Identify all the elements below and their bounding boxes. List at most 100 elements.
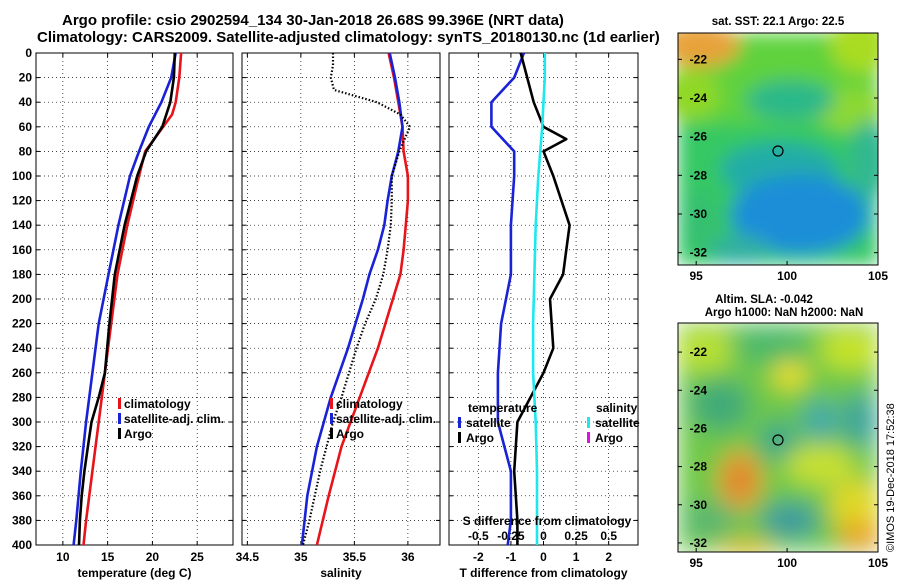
map_sst-ytick-label: -28	[690, 168, 708, 182]
map_sst-ytick-label: -24	[690, 91, 708, 105]
difference-panel: -2 -1 0 1 2 T difference from climatology temp…	[448, 52, 640, 580]
difference-xtick-label: 1	[573, 550, 580, 564]
sst-map-title: sat. SST: 22.1 Argo: 22.5	[712, 16, 845, 28]
temperature-xtick-label: 20	[146, 550, 160, 564]
diff-secondary-xtick-label: 0.5	[600, 529, 617, 543]
salinity-legend-swatch	[330, 428, 333, 439]
salinity-series-satellite-adj-clim-	[300, 52, 404, 546]
temperature-series-climatology	[82, 52, 183, 546]
salinity-xtick-label: 36	[401, 550, 415, 564]
difference-series-t-satellite	[490, 52, 526, 546]
temperature-legend-swatch	[118, 413, 121, 424]
salinity-panel: 34.5 35 35.5 36 salinity climatologysatellite…	[236, 52, 441, 580]
diff-secondary-xlabel: S difference from climatology	[463, 514, 632, 528]
sla-map-subtitle: Argo h1000: NaN h2000: NaN	[705, 307, 864, 319]
temperature-ytick-label: 120	[12, 194, 32, 208]
figure-subtitle: Climatology: CARS2009. Satellite-adjuste…	[37, 29, 660, 46]
salinity-legend-label: climatology	[336, 397, 403, 411]
diff-secondary-xtick-label: -0.25	[497, 529, 525, 543]
temperature-legend-swatch	[118, 398, 121, 409]
sst-argo-marker	[772, 145, 784, 157]
temperature-ytick-label: 140	[12, 218, 32, 232]
temperature-panel: 0 20 40 60 80 100 120 140 160 180 200 220 240 260 280 3…	[12, 46, 234, 580]
temperature-grid	[36, 53, 233, 545]
map_sst-xtick-label: 105	[868, 269, 888, 283]
temperature-legend-label: Argo	[124, 427, 152, 441]
temperature-ytick-label: 400	[12, 538, 32, 552]
map_sst-ytick-label: -32	[690, 246, 708, 260]
difference-xtick-label: -1	[506, 550, 517, 564]
temperature-ytick-label: 340	[12, 464, 32, 478]
temperature-legend-label: satellite-adj. clim.	[124, 412, 224, 426]
diff-legend-swatch	[587, 432, 590, 443]
map_sla-ytick-label: -22	[690, 345, 708, 359]
salinity-legend-label: Argo	[336, 427, 364, 441]
difference-xlabel: T difference from climatology	[459, 566, 627, 580]
figure-title: Argo profile: csio 2902594_134 30-Jan-20…	[62, 12, 564, 29]
salinity-xtick-label: 35.5	[343, 550, 367, 564]
map_sst-ytick-label: -22	[690, 52, 708, 66]
map_sst-ytick-label: -30	[690, 207, 708, 221]
sla-argo-marker	[772, 434, 784, 446]
temperature-ytick-label: 100	[12, 169, 32, 183]
sla-map: 95 100 105 -22 -24 -26 -28 -30 -32	[677, 322, 888, 570]
temperature-ytick-label: 260	[12, 366, 32, 380]
map_sst-xtick-label: 100	[777, 269, 797, 283]
temperature-ytick-label: 40	[19, 95, 33, 109]
temperature-ytick-label: 360	[12, 489, 32, 503]
temperature-series-satellite-adj-clim-	[72, 52, 177, 546]
temperature-ytick-label: 180	[12, 267, 32, 281]
diff-legend-label: Argo	[595, 431, 623, 445]
map_sla-ytick-label: -26	[690, 421, 708, 435]
map_sla-ytick-label: -30	[690, 498, 708, 512]
difference-xtick-label: -2	[473, 550, 484, 564]
map_sla-xtick-label: 105	[868, 556, 888, 570]
temperature-legend-label: climatology	[124, 397, 191, 411]
diff-secondary-xtick-label: 0.25	[564, 529, 588, 543]
temperature-ytick-label: 320	[12, 440, 32, 454]
salinity-series-argo	[301, 53, 412, 546]
temperature-ytick-label: 300	[12, 415, 32, 429]
map_sla-ytick-label: -28	[690, 460, 708, 474]
salinity-legend-swatch	[330, 413, 333, 424]
difference-xtick-label: 2	[605, 550, 612, 564]
map_sla-ytick-label: -24	[690, 383, 708, 397]
salinity-xtick-label: 34.5	[236, 550, 260, 564]
temperature-ytick-label: 380	[12, 513, 32, 527]
temperature-series-argo	[77, 52, 177, 546]
diff-legend-swatch	[458, 432, 461, 443]
difference-xtick-label: 0	[540, 550, 547, 564]
temperature-ytick-label: 0	[25, 46, 32, 60]
salinity-xtick-label: 35	[294, 550, 308, 564]
sst-map: 95 100 105 -22 -24 -26 -28 -30 -32	[677, 32, 888, 283]
diff-legend-swatch	[587, 417, 590, 428]
temperature-xtick-label: 15	[101, 550, 115, 564]
map_sst-xtick-label: 95	[690, 269, 704, 283]
temperature-axes-frame	[35, 52, 234, 546]
diff-secondary-xtick-label: 0	[540, 529, 547, 543]
diff-legend-swatch	[458, 417, 461, 428]
temperature-ytick-label: 220	[12, 317, 32, 331]
temperature-xtick-label: 10	[56, 550, 70, 564]
map_sla-xtick-label: 100	[777, 556, 797, 570]
diff-legend-title-temperature: temperature	[468, 401, 538, 415]
temperature-ytick-label: 160	[12, 243, 32, 257]
temperature-ytick-label: 240	[12, 341, 32, 355]
sla-map-title: Altim. SLA: -0.042	[715, 294, 813, 306]
map_sla-xtick-label: 95	[690, 556, 704, 570]
temperature-xlabel: temperature (deg C)	[77, 566, 191, 580]
temperature-ytick-label: 60	[19, 120, 33, 134]
salinity-grid	[242, 53, 440, 545]
diff-legend-label: Argo	[466, 431, 494, 445]
temperature-ytick-label: 280	[12, 390, 32, 404]
copyright-stamp: ©IMOS 19-Dec-2018 17:52:38	[885, 403, 897, 552]
diff-legend-label: satellite	[466, 416, 511, 430]
diff-legend-title-salinity: salinity	[596, 401, 638, 415]
temperature-xtick-label: 25	[191, 550, 205, 564]
temperature-ytick-label: 20	[19, 71, 33, 85]
salinity-legend-swatch	[330, 398, 333, 409]
salinity-xlabel: salinity	[320, 566, 362, 580]
diff-secondary-xtick-label: -0.5	[468, 529, 489, 543]
temperature-ytick-label: 200	[12, 292, 32, 306]
